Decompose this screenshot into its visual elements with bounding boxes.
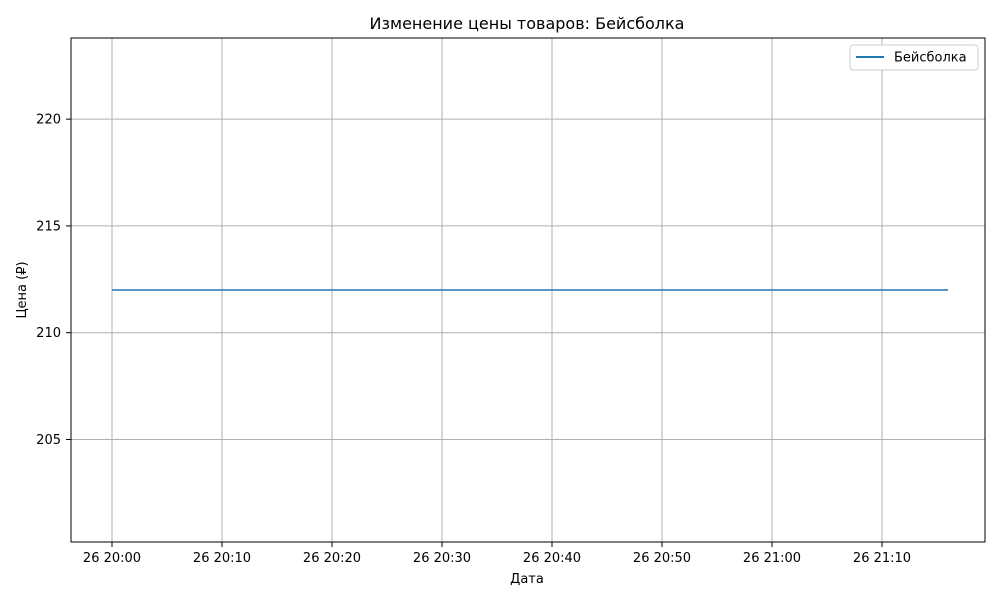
x-tick-label: 26 21:00 <box>743 551 801 566</box>
x-tick-label: 26 20:40 <box>523 551 581 566</box>
x-tick-label: 26 20:10 <box>193 551 251 566</box>
legend-label: Бейсболка <box>894 51 967 66</box>
y-tick-label: 205 <box>36 433 61 448</box>
y-axis: 205 210 215 220 <box>36 113 71 448</box>
x-axis-label: Дата <box>510 572 544 587</box>
y-axis-label: Цена (₽) <box>15 261 30 318</box>
x-tick-label: 26 20:00 <box>83 551 141 566</box>
x-tick-label: 26 21:10 <box>853 551 911 566</box>
x-axis: 26 20:00 26 20:10 26 20:20 26 20:30 26 20:40… <box>83 542 911 566</box>
legend-box <box>849 44 979 71</box>
x-tick-label: 26 20:20 <box>303 551 361 566</box>
y-tick-label: 215 <box>36 219 61 234</box>
y-tick-label: 220 <box>36 113 61 128</box>
plot-frame <box>70 37 986 543</box>
legend: Бейсболка <box>849 44 979 71</box>
chart-title: Изменение цены товаров: Бейсболка <box>370 14 685 33</box>
y-tick-label: 210 <box>36 326 61 341</box>
x-tick-label: 26 20:30 <box>413 551 471 566</box>
x-tick-label: 26 20:50 <box>633 551 691 566</box>
